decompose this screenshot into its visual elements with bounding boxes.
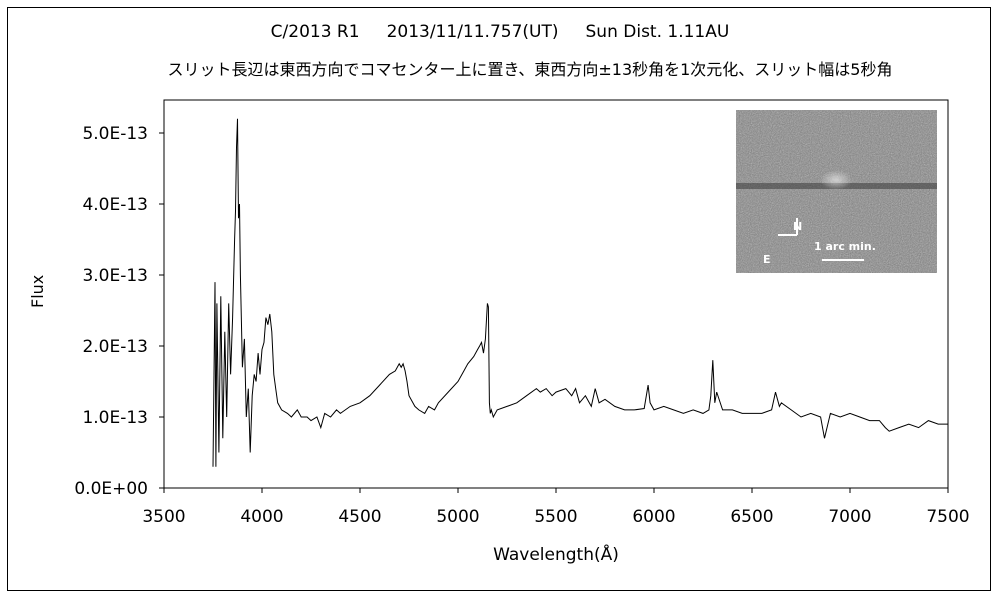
inset-noise [736,110,937,273]
x-axis: 3500 4000 4500 5000 5500 6000 6500 7000 7500 [142,488,970,527]
y-axis-label: Flux [28,274,47,308]
x-tick-label: 4000 [240,507,283,527]
chart-title: C/2013 R1 2013/11/11.757(UT) Sun Dist. 1… [270,22,730,42]
y-axis: 0.0E+00 1.0E-13 2.0E-13 3.0E-13 4.0E-13 5.0E-… [74,124,164,499]
x-tick-label: 6000 [632,507,675,527]
y-tick-label: 5.0E-13 [82,124,148,144]
x-tick-label: 5500 [534,507,577,527]
x-tick-label: 7000 [828,507,871,527]
comet-coma [820,170,852,190]
scale-label: 1 arc min. [814,240,876,253]
x-tick-label: 7500 [926,507,969,527]
comet-image-inset: N E 1 arc min. [736,110,937,273]
x-tick-label: 3500 [142,507,185,527]
north-label: N [793,220,802,233]
x-tick-label: 4500 [338,507,381,527]
y-tick-label: 4.0E-13 [82,195,148,215]
y-tick-label: 1.0E-13 [82,408,148,428]
y-tick-label: 3.0E-13 [82,266,148,286]
east-label: E [763,253,771,266]
chart-subtitle: スリット長辺は東西方向でコマセンター上に置き、東西方向±13秒角を1次元化、スリ… [167,60,893,79]
chart-frame [7,7,991,591]
y-tick-label: 2.0E-13 [82,337,148,357]
x-tick-label: 5000 [436,507,479,527]
x-axis-label: Wavelength(Å) [493,543,619,565]
spectrum-line [212,118,948,467]
comet-image: N E 1 arc min. [736,110,937,273]
y-tick-label: 0.0E+00 [74,479,148,499]
x-tick-label: 6500 [730,507,773,527]
